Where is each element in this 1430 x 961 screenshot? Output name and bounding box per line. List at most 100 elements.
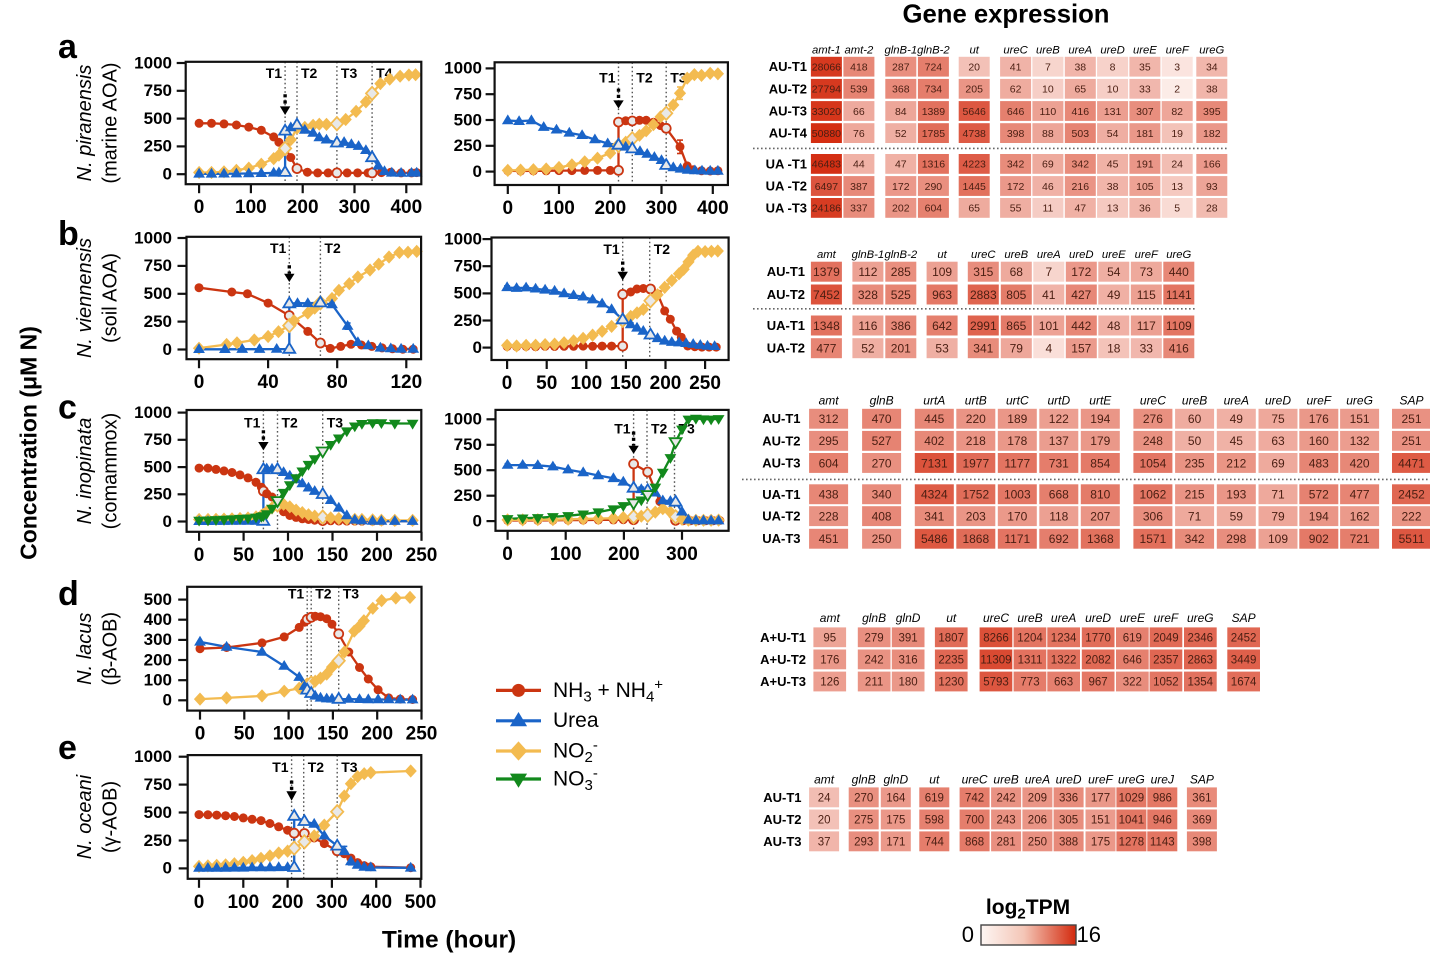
svg-text:53: 53	[935, 342, 949, 356]
svg-text:194: 194	[1309, 510, 1329, 524]
svg-text:200: 200	[594, 198, 626, 219]
svg-text:T1: T1	[603, 241, 620, 257]
svg-text:2863: 2863	[1188, 655, 1214, 667]
svg-text:300: 300	[666, 544, 698, 565]
svg-text:105: 105	[1136, 181, 1154, 193]
svg-text:ureG: ureG	[1118, 773, 1145, 787]
svg-text:glnB-2: glnB-2	[884, 249, 917, 261]
svg-text:337: 337	[850, 203, 868, 215]
svg-text:500: 500	[144, 284, 172, 303]
svg-text:400: 400	[360, 892, 392, 913]
svg-text:Gene expression: Gene expression	[902, 0, 1109, 28]
svg-text:342: 342	[1072, 159, 1090, 171]
svg-text:250: 250	[454, 311, 482, 330]
svg-text:47: 47	[1074, 203, 1086, 215]
svg-text:166: 166	[1203, 159, 1221, 171]
svg-text:UA-T3: UA-T3	[762, 531, 800, 546]
svg-text:220: 220	[966, 412, 986, 426]
svg-text:44: 44	[853, 159, 865, 171]
svg-text:619: 619	[1123, 632, 1142, 644]
svg-text:ureD: ureD	[1056, 773, 1082, 787]
svg-text:287: 287	[892, 62, 910, 74]
svg-text:295: 295	[819, 434, 839, 448]
svg-text:724: 724	[925, 62, 943, 74]
svg-text:69: 69	[1271, 456, 1285, 470]
svg-text:SAP: SAP	[1190, 773, 1214, 787]
svg-text:1316: 1316	[922, 159, 946, 171]
svg-text:0: 0	[502, 373, 513, 394]
svg-text:T2: T2	[636, 70, 653, 86]
svg-text:387: 387	[850, 181, 868, 193]
svg-text:200: 200	[144, 650, 172, 669]
svg-text:175: 175	[886, 815, 905, 827]
svg-text:6497: 6497	[815, 181, 839, 193]
svg-text:ureF: ureF	[1135, 249, 1159, 261]
svg-text:T2: T2	[308, 759, 325, 775]
svg-text:416: 416	[1169, 342, 1189, 356]
svg-text:1752: 1752	[962, 488, 989, 502]
svg-text:222: 222	[1401, 510, 1421, 524]
svg-text:180: 180	[899, 677, 918, 689]
svg-text:328: 328	[858, 288, 878, 302]
svg-text:27794: 27794	[812, 84, 841, 96]
svg-text:ureB: ureB	[993, 773, 1018, 787]
svg-text:0: 0	[194, 372, 205, 393]
svg-text:UA -T1: UA -T1	[766, 156, 807, 171]
svg-text:7452: 7452	[813, 288, 840, 302]
svg-text:946: 946	[1153, 815, 1172, 827]
svg-text:400: 400	[144, 610, 172, 629]
svg-text:0: 0	[503, 198, 514, 219]
svg-text:A+U-T2: A+U-T2	[760, 652, 806, 667]
svg-text:T2: T2	[654, 241, 671, 257]
svg-text:ureF: ureF	[1154, 611, 1179, 625]
svg-text:300: 300	[646, 198, 678, 219]
svg-text:N. piranensis: N. piranensis	[74, 65, 96, 182]
svg-text:4324: 4324	[921, 488, 948, 502]
svg-text:ureB: ureB	[1182, 394, 1207, 408]
svg-text:100: 100	[227, 892, 259, 913]
svg-text:N. inopinata: N. inopinata	[74, 418, 96, 525]
svg-text:AU-T1: AU-T1	[767, 264, 805, 279]
svg-text:251: 251	[1401, 434, 1421, 448]
svg-text:1000: 1000	[134, 53, 172, 72]
svg-text:45: 45	[1107, 159, 1119, 171]
svg-text:1000: 1000	[444, 59, 482, 78]
svg-text:71: 71	[1188, 510, 1202, 524]
svg-text:T1: T1	[614, 421, 631, 437]
svg-text:62: 62	[1010, 84, 1022, 96]
svg-text:ut: ut	[969, 44, 979, 56]
svg-text:T1: T1	[288, 585, 305, 601]
svg-text:300: 300	[144, 630, 172, 649]
svg-text:131: 131	[1104, 106, 1122, 118]
svg-text:281: 281	[997, 837, 1016, 849]
svg-text:368: 368	[892, 84, 910, 96]
svg-text:0: 0	[194, 197, 205, 218]
svg-text:445: 445	[924, 412, 944, 426]
svg-text:200: 200	[361, 724, 393, 745]
svg-text:24: 24	[818, 793, 831, 805]
svg-text:215: 215	[1185, 488, 1205, 502]
svg-text:1230: 1230	[938, 677, 964, 689]
svg-text:N. lacus: N. lacus	[74, 613, 96, 685]
svg-text:41: 41	[1042, 288, 1056, 302]
svg-text:193: 193	[1226, 488, 1246, 502]
svg-text:369: 369	[1192, 815, 1211, 827]
svg-text:100: 100	[144, 671, 172, 690]
svg-text:24186: 24186	[812, 203, 841, 215]
svg-text:2452: 2452	[1231, 632, 1257, 644]
svg-text:60: 60	[1188, 412, 1202, 426]
svg-text:0: 0	[473, 511, 482, 530]
svg-text:442: 442	[1071, 319, 1091, 333]
svg-text:744: 744	[925, 837, 945, 849]
svg-text:1029: 1029	[1119, 793, 1145, 805]
svg-text:0: 0	[163, 859, 172, 878]
svg-text:73: 73	[1140, 265, 1154, 279]
svg-text:11: 11	[1042, 203, 1053, 215]
svg-text:2049: 2049	[1153, 632, 1179, 644]
svg-text:117: 117	[1137, 319, 1156, 333]
svg-text:598: 598	[925, 815, 944, 827]
svg-text:400: 400	[697, 198, 729, 219]
svg-text:ureA: ureA	[1025, 773, 1050, 787]
svg-text:1000: 1000	[444, 410, 482, 429]
svg-text:250: 250	[406, 724, 438, 745]
